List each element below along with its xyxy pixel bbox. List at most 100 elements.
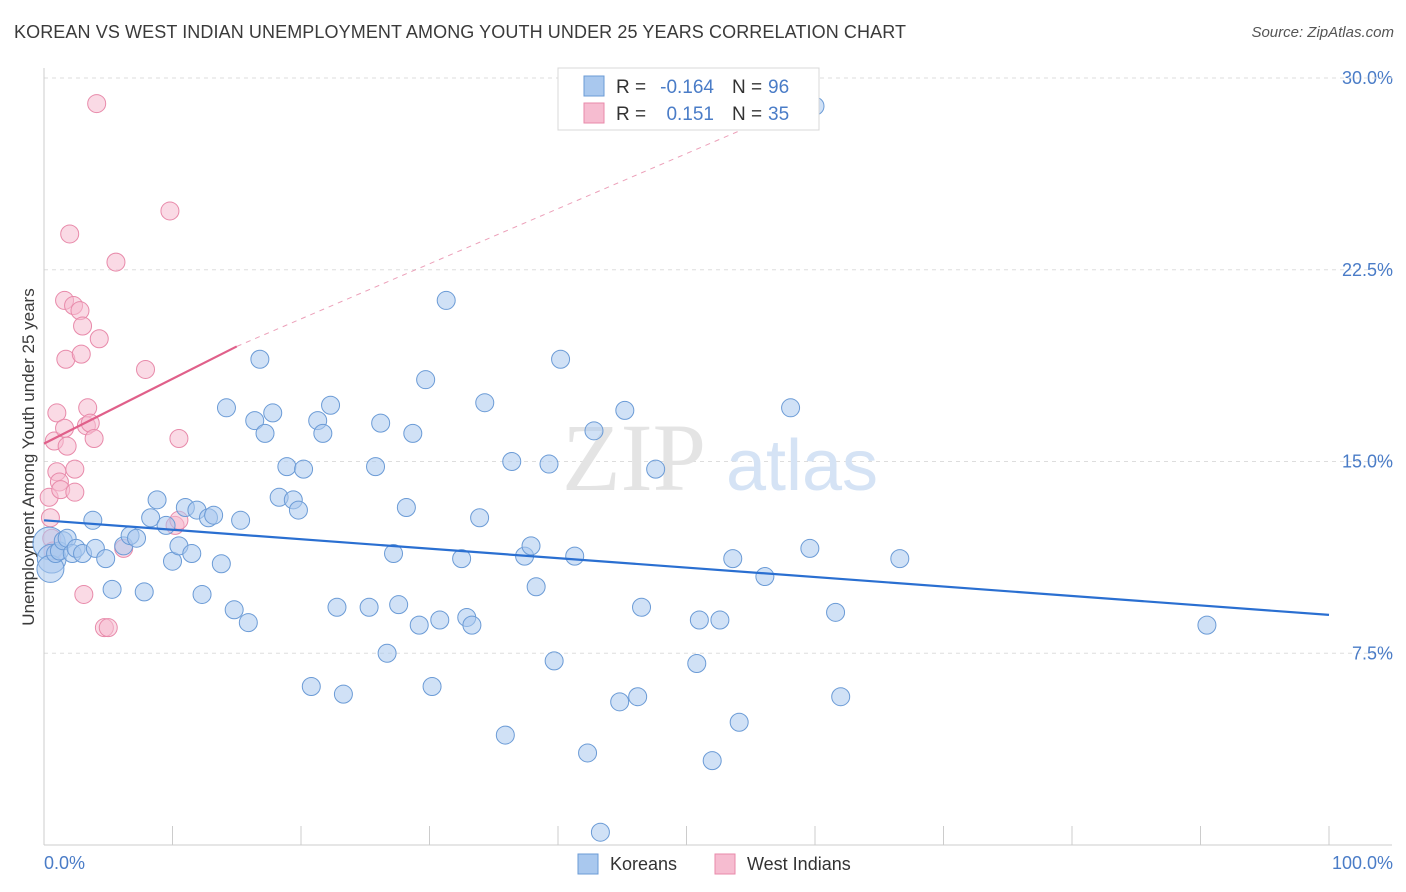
westindians-point bbox=[65, 482, 85, 502]
koreans-point bbox=[192, 584, 212, 604]
chart-title: KOREAN VS WEST INDIAN UNEMPLOYMENT AMONG… bbox=[14, 22, 907, 42]
legend-bottom: Koreans West Indians bbox=[577, 853, 851, 875]
koreans-point bbox=[702, 751, 722, 771]
westindians-point bbox=[40, 508, 60, 528]
westindians-point bbox=[60, 224, 80, 244]
koreans-point bbox=[610, 692, 630, 712]
koreans-point bbox=[263, 403, 283, 423]
koreans-point bbox=[250, 349, 270, 369]
koreans-point bbox=[800, 538, 820, 558]
koreans-point bbox=[396, 498, 416, 518]
westindians-point bbox=[98, 618, 118, 638]
koreans-point bbox=[216, 398, 236, 418]
koreans-point bbox=[781, 398, 801, 418]
westindians-point bbox=[57, 436, 77, 456]
westindians-trend-line bbox=[43, 345, 238, 445]
koreans-point bbox=[436, 290, 456, 310]
koreans-point bbox=[301, 676, 321, 696]
koreans-point bbox=[182, 544, 202, 564]
koreans-point bbox=[359, 597, 379, 617]
x-tick-label-min: 0.0% bbox=[44, 853, 85, 873]
koreans-point bbox=[578, 743, 598, 763]
koreans-point bbox=[521, 536, 541, 556]
legend-bottom-koreans-label: Koreans bbox=[610, 854, 677, 874]
koreans-point bbox=[403, 423, 423, 443]
koreans-point bbox=[288, 500, 308, 520]
koreans-points bbox=[32, 96, 1217, 842]
westindians-point bbox=[47, 403, 67, 423]
koreans-point bbox=[409, 615, 429, 635]
westindians-point bbox=[89, 329, 109, 349]
westindians-point bbox=[84, 428, 104, 448]
legend-bottom-westindians-label: West Indians bbox=[747, 854, 851, 874]
koreans-point bbox=[551, 349, 571, 369]
legend-n-value: 35 bbox=[768, 104, 789, 125]
koreans-point bbox=[475, 393, 495, 413]
koreans-trend-line bbox=[43, 519, 1330, 616]
koreans-point bbox=[238, 613, 258, 633]
westindians-point bbox=[106, 252, 126, 272]
legend-bottom-westindians-swatch bbox=[714, 853, 736, 875]
koreans-point bbox=[755, 567, 775, 587]
koreans-point bbox=[646, 459, 666, 479]
koreans-point bbox=[156, 515, 176, 535]
x-tick-label-max: 100.0% bbox=[1332, 853, 1393, 873]
koreans-point bbox=[502, 452, 522, 471]
watermark-zip: ZIP bbox=[562, 404, 706, 511]
koreans-point bbox=[430, 610, 450, 630]
legend-n-label: N = bbox=[732, 104, 762, 125]
koreans-point bbox=[462, 615, 482, 635]
koreans-point bbox=[313, 423, 333, 443]
westindians-point bbox=[65, 459, 85, 479]
westindians-point bbox=[73, 316, 93, 336]
koreans-point bbox=[333, 684, 353, 704]
source-label: Source: ZipAtlas.com bbox=[1251, 24, 1394, 41]
westindians-point bbox=[71, 344, 91, 364]
koreans-point bbox=[416, 370, 436, 390]
legend-n-label: N = bbox=[732, 77, 762, 98]
y-axis-label: Unemployment Among Youth under 25 years bbox=[19, 288, 38, 625]
koreans-point bbox=[245, 411, 265, 431]
koreans-point bbox=[890, 549, 910, 569]
koreans-point bbox=[565, 546, 585, 566]
legend-r-value: 0.151 bbox=[666, 104, 714, 125]
koreans-point bbox=[371, 413, 391, 433]
koreans-point bbox=[710, 610, 730, 630]
koreans-point bbox=[689, 610, 709, 630]
westindians-trend-extension bbox=[236, 97, 816, 347]
koreans-point bbox=[1197, 615, 1217, 635]
koreans-point bbox=[255, 423, 275, 443]
westindians-point bbox=[87, 94, 107, 114]
koreans-point bbox=[729, 712, 749, 732]
gridlines: 7.5%15.0%22.5%30.0% bbox=[44, 68, 1393, 663]
koreans-point bbox=[204, 505, 224, 525]
westindians-point bbox=[55, 418, 75, 438]
westindians-point bbox=[169, 428, 189, 448]
watermark: ZIP atlas bbox=[562, 404, 878, 511]
koreans-point bbox=[526, 577, 546, 597]
koreans-point bbox=[231, 510, 251, 530]
koreans-point bbox=[384, 544, 404, 564]
legend-n-value: 96 bbox=[768, 77, 789, 98]
legend-swatch bbox=[583, 102, 605, 124]
koreans-point bbox=[584, 421, 604, 441]
watermark-atlas: atlas bbox=[726, 426, 878, 506]
koreans-point bbox=[83, 510, 103, 530]
koreans-point bbox=[452, 549, 472, 569]
koreans-point bbox=[134, 582, 154, 602]
koreans-point bbox=[377, 643, 397, 663]
koreans-point bbox=[422, 676, 442, 696]
westindians-points bbox=[39, 94, 189, 638]
legend-r-label: R = bbox=[616, 77, 646, 98]
legend-swatch bbox=[583, 75, 605, 97]
koreans-point bbox=[327, 597, 347, 617]
y-tick-label: 15.0% bbox=[1342, 452, 1393, 472]
koreans-point bbox=[590, 822, 610, 842]
koreans-point bbox=[147, 490, 167, 510]
koreans-point bbox=[470, 508, 490, 528]
legend-r-label: R = bbox=[616, 104, 646, 125]
legend-box: R = -0.164 N = 96 R = 0.151 N = 35 bbox=[557, 67, 820, 131]
koreans-point bbox=[389, 595, 409, 615]
koreans-point bbox=[687, 653, 707, 673]
koreans-point bbox=[495, 725, 515, 745]
